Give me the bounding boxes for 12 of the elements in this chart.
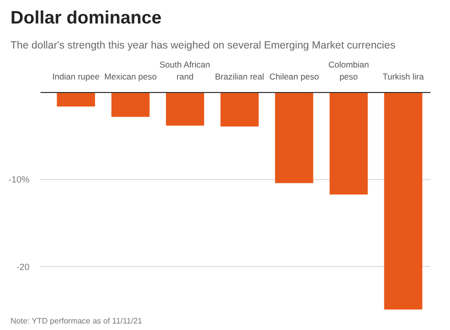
- x-tick-label: Indian rupee: [52, 72, 100, 82]
- x-tick-label: South African rand: [160, 60, 210, 82]
- chart-subtitle: The dollar's strength this year has weighed on several Emerging Market currencies: [10, 40, 396, 52]
- x-tick-label: Chilean peso: [269, 72, 320, 82]
- y-tick-label: -10%: [8, 174, 30, 185]
- text: Note: YTD performace as of 11/11/21: [10, 316, 143, 326]
- y-tick-label: -20: [16, 262, 30, 272]
- x-tick-label: Mexican peso: [104, 72, 157, 82]
- x-tick-label: Turkish lira: [382, 72, 424, 82]
- x-tick-label: Brazilian real: [215, 72, 264, 82]
- chart-title: Dollar dominance: [10, 8, 162, 28]
- x-tick-label: Colombian peso: [328, 60, 370, 82]
